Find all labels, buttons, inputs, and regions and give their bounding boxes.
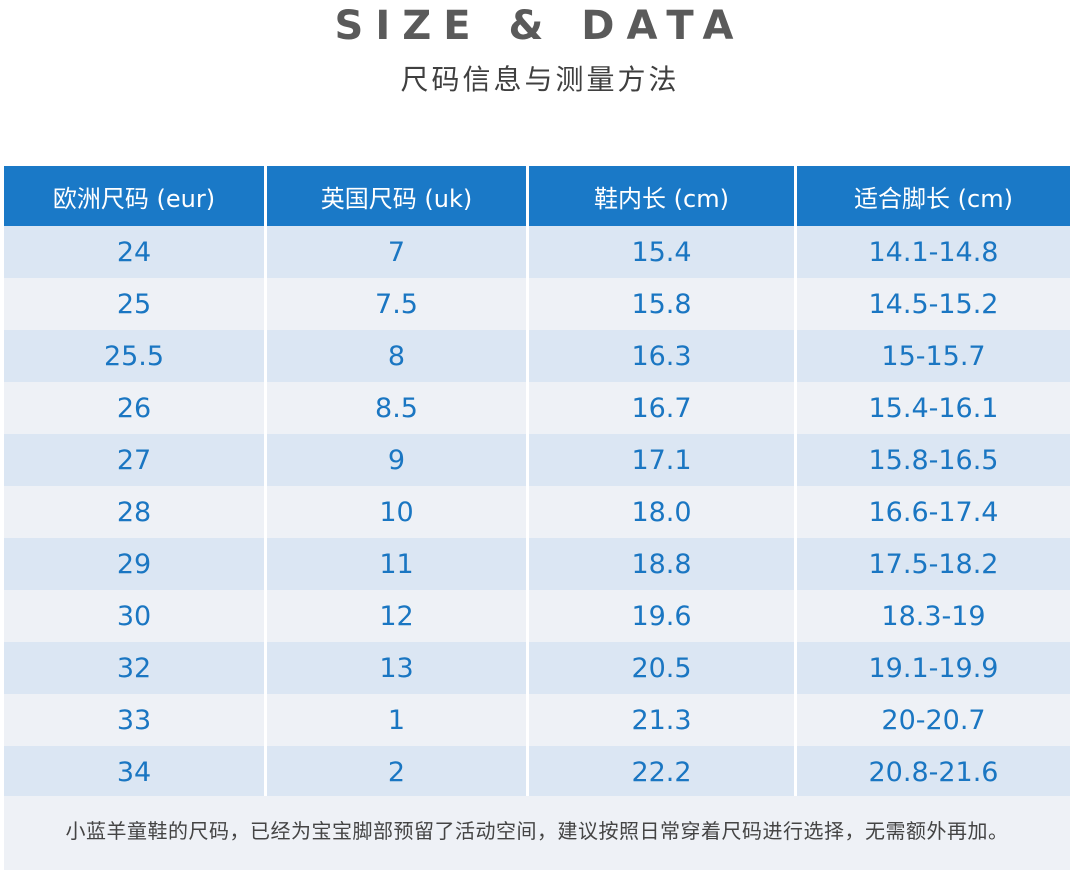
table-row: 24 7 15.4 14.1-14.8: [4, 226, 1070, 278]
insole-length-cell: 19.6: [529, 590, 797, 642]
foot-length-cell: 15.4-16.1: [797, 382, 1070, 434]
column-header-eur-size: 欧洲尺码 (eur): [4, 166, 267, 226]
eur-size-cell: 32: [4, 642, 267, 694]
table-row: 26 8.5 16.7 15.4-16.1: [4, 382, 1070, 434]
uk-size-cell: 12: [267, 590, 529, 642]
foot-length-cell: 18.3-19: [797, 590, 1070, 642]
column-header-uk-size: 英国尺码 (uk): [267, 166, 529, 226]
table-row: 25.5 8 16.3 15-15.7: [4, 330, 1070, 382]
table-row: 34 2 22.2 20.8-21.6: [4, 746, 1070, 798]
insole-length-cell: 20.5: [529, 642, 797, 694]
uk-size-cell: 10: [267, 486, 529, 538]
foot-length-cell: 20.8-21.6: [797, 746, 1070, 798]
insole-length-cell: 15.4: [529, 226, 797, 278]
table-row: 32 13 20.5 19.1-19.9: [4, 642, 1070, 694]
foot-length-cell: 19.1-19.9: [797, 642, 1070, 694]
uk-size-cell: 8: [267, 330, 529, 382]
footnote: 小蓝羊童鞋的尺码，已经为宝宝脚部预留了活动空间，建议按照日常穿着尺码进行选择，无…: [4, 796, 1070, 866]
page-title: SIZE & DATA: [334, 3, 746, 49]
uk-size-cell: 2: [267, 746, 529, 798]
uk-size-cell: 1: [267, 694, 529, 746]
table-row: 27 9 17.1 15.8-16.5: [4, 434, 1070, 486]
eur-size-cell: 34: [4, 746, 267, 798]
uk-size-cell: 13: [267, 642, 529, 694]
foot-length-cell: 16.6-17.4: [797, 486, 1070, 538]
uk-size-cell: 7: [267, 226, 529, 278]
insole-length-cell: 17.1: [529, 434, 797, 486]
table-header-row: 欧洲尺码 (eur) 英国尺码 (uk) 鞋内长 (cm) 适合脚长 (cm): [4, 166, 1070, 226]
eur-size-cell: 30: [4, 590, 267, 642]
foot-length-cell: 20-20.7: [797, 694, 1070, 746]
eur-size-cell: 33: [4, 694, 267, 746]
foot-length-cell: 15-15.7: [797, 330, 1070, 382]
foot-length-cell: 14.1-14.8: [797, 226, 1070, 278]
insole-length-cell: 16.7: [529, 382, 797, 434]
uk-size-cell: 8.5: [267, 382, 529, 434]
eur-size-cell: 25.5: [4, 330, 267, 382]
size-table-container: 欧洲尺码 (eur) 英国尺码 (uk) 鞋内长 (cm) 适合脚长 (cm) …: [4, 166, 1070, 870]
eur-size-cell: 29: [4, 538, 267, 590]
eur-size-cell: 24: [4, 226, 267, 278]
insole-length-cell: 21.3: [529, 694, 797, 746]
eur-size-cell: 26: [4, 382, 267, 434]
foot-length-cell: 17.5-18.2: [797, 538, 1070, 590]
size-table: 欧洲尺码 (eur) 英国尺码 (uk) 鞋内长 (cm) 适合脚长 (cm) …: [4, 166, 1070, 798]
column-header-insole-length: 鞋内长 (cm): [529, 166, 797, 226]
eur-size-cell: 25: [4, 278, 267, 330]
uk-size-cell: 9: [267, 434, 529, 486]
insole-length-cell: 16.3: [529, 330, 797, 382]
table-row: 33 1 21.3 20-20.7: [4, 694, 1070, 746]
insole-length-cell: 15.8: [529, 278, 797, 330]
insole-length-cell: 18.0: [529, 486, 797, 538]
table-row: 25 7.5 15.8 14.5-15.2: [4, 278, 1070, 330]
insole-length-cell: 22.2: [529, 746, 797, 798]
column-header-foot-length: 适合脚长 (cm): [797, 166, 1070, 226]
table-row: 30 12 19.6 18.3-19: [4, 590, 1070, 642]
table-row: 29 11 18.8 17.5-18.2: [4, 538, 1070, 590]
uk-size-cell: 7.5: [267, 278, 529, 330]
page-subtitle: 尺码信息与测量方法: [400, 63, 680, 96]
table-row: 28 10 18.0 16.6-17.4: [4, 486, 1070, 538]
insole-length-cell: 18.8: [529, 538, 797, 590]
foot-length-cell: 14.5-15.2: [797, 278, 1070, 330]
eur-size-cell: 27: [4, 434, 267, 486]
eur-size-cell: 28: [4, 486, 267, 538]
uk-size-cell: 11: [267, 538, 529, 590]
foot-length-cell: 15.8-16.5: [797, 434, 1070, 486]
